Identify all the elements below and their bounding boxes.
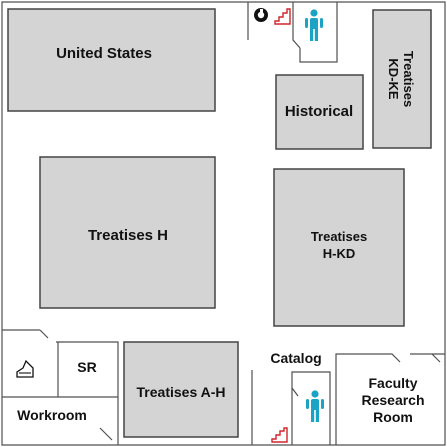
label-treatises-kd-ke-line2: KD-KE <box>386 58 401 99</box>
label-faculty-line2: Research <box>361 392 424 408</box>
label-treatises-kd-ke: Treatises KD-KE <box>386 51 416 107</box>
label-treatises-kd-ke-line1: Treatises <box>401 51 416 107</box>
stack-treatises-h-kd[interactable] <box>273 168 405 327</box>
stack-treatises-a-h[interactable] <box>123 341 239 438</box>
label-faculty-line3: Room <box>373 409 413 425</box>
label-treatises-a-h: Treatises A-H <box>137 384 226 400</box>
catalog-enclosure-walls <box>251 370 331 445</box>
label-treatises-h: Treatises H <box>88 227 168 244</box>
stack-treatises-h[interactable] <box>39 156 216 309</box>
stack-treatises-kd-ke[interactable] <box>372 9 432 149</box>
label-treatises-h-kd-line1: Treatises <box>311 229 367 244</box>
restroom-icon <box>305 9 323 41</box>
stairs-icon <box>271 427 288 443</box>
label-treatises-h-kd-line2: H-KD <box>323 246 356 261</box>
label-historical: Historical <box>285 103 353 120</box>
accessibility-icon <box>254 8 268 22</box>
label-workroom: Workroom <box>17 407 87 423</box>
restroom-icon <box>306 390 324 422</box>
label-united-states: United States <box>56 45 152 62</box>
stack-historical[interactable] <box>275 74 364 150</box>
stairs-icon <box>274 8 291 25</box>
stack-united-states[interactable] <box>7 8 216 112</box>
faculty-room-walls <box>335 353 445 445</box>
workroom-walls <box>2 329 119 445</box>
printer-icon <box>16 359 34 378</box>
label-faculty-line1: Faculty <box>368 375 417 391</box>
label-sr: SR <box>77 359 96 375</box>
top-restroom-walls <box>247 2 338 63</box>
label-catalog: Catalog <box>270 350 321 366</box>
